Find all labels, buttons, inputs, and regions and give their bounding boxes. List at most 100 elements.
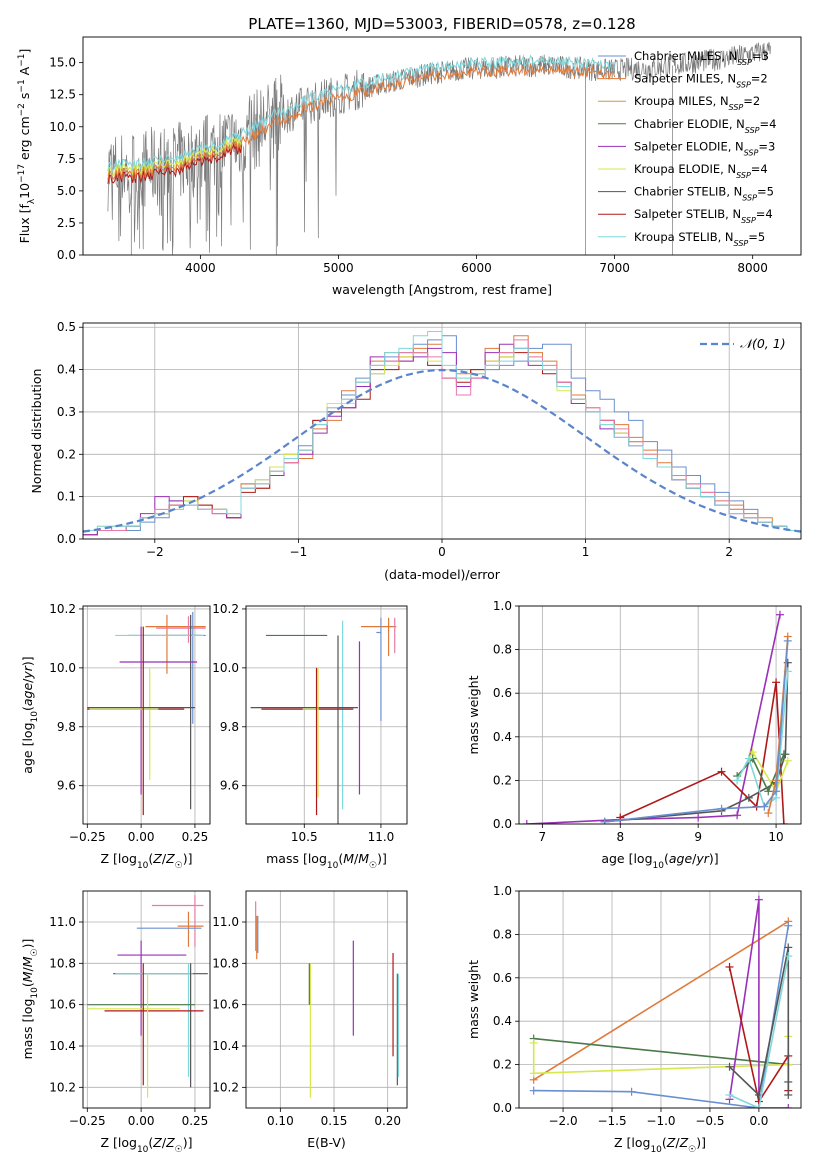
y-tick-label: 9.8 (220, 720, 239, 734)
label-part: 10 (30, 987, 40, 999)
label-part: mass [log (266, 851, 327, 866)
weight-marker (522, 820, 531, 824)
weight-marker (725, 962, 734, 971)
weight-line (729, 955, 790, 1108)
residuals-panel: −2 −1 0 1 2 0.0 0.1 0.2 0.3 0.4 0.5 𝒩(0, 1) (data-mo… (29, 320, 802, 582)
x-tick-label: 11.0 (368, 830, 395, 844)
legend-model: Kroupa MILES, N (634, 94, 729, 108)
legend-count: =4 (756, 207, 773, 221)
label-part: Z (152, 851, 162, 866)
legend-count: =5 (748, 230, 765, 244)
weight-marker (784, 952, 793, 961)
label-part: M (20, 971, 35, 982)
x-tick-label: −1.0 (646, 1114, 675, 1128)
y-tick-label: 2.5 (57, 216, 76, 230)
y-tick-label: 5.0 (57, 184, 76, 198)
x-tick-label: −0.25 (69, 1114, 106, 1128)
y-axis-label: age [log10(age/yr)] (20, 656, 40, 773)
label-part: )] (183, 851, 193, 866)
x-tick-label: 9 (694, 830, 702, 844)
legend-label: Chabrier STELIB, NSSP=5 (634, 185, 774, 203)
x-tick-label: −1 (290, 545, 308, 559)
label-part: Z [log (614, 1135, 650, 1150)
axes-frame (82, 322, 802, 540)
y-tick-label: 0.1 (57, 490, 76, 504)
x-axis-label: wavelength [Angstrom, rest frame] (332, 282, 552, 297)
weight-marker (733, 776, 742, 785)
weight-marker (784, 1104, 793, 1108)
weight-marker (529, 1038, 538, 1047)
weight-marker (725, 1090, 734, 1099)
label-part: 10 (30, 711, 40, 723)
label-part: 10 (137, 1145, 149, 1155)
y-axis-label: Normed distribution (29, 369, 44, 494)
age-vs-z-panel: −0.25 0.00 0.259.69.810.010.2Z [log10(Z/Z☉… (20, 602, 211, 871)
x-tick-label: 8 (616, 830, 624, 844)
label-part: age [log (601, 851, 652, 866)
label-part: A (17, 66, 32, 79)
x-tick-label: 5000 (323, 261, 354, 275)
legend-label: Kroupa MILES, NSSP=2 (634, 94, 760, 112)
weight-marker (784, 1090, 793, 1099)
legend-sub: SSP (745, 125, 760, 134)
legend-sub: SSP (736, 171, 751, 180)
weight-vs-z-panel: −2.0 −1.5 −1.0 −0.5 0.0 0.0 0.2 0.4 0.6 0.8 1.0 Z [… (466, 884, 802, 1155)
figure-title: PLATE=1360, MJD=53003, FIBERID=0578, z=0… (248, 15, 635, 33)
y-tick-label: 10.0 (49, 661, 76, 675)
weight-line (604, 662, 789, 823)
label-part: −1 (17, 54, 27, 67)
label-part: Z (152, 1135, 162, 1150)
x-tick-label: 4000 (185, 261, 216, 275)
weight-marker (783, 636, 792, 645)
y-tick-label: 0.0 (57, 248, 76, 262)
weight-marker (775, 610, 784, 619)
x-tick-label: −0.5 (695, 1114, 724, 1128)
label-part: / (692, 851, 697, 866)
legend-count: =2 (743, 94, 760, 108)
label-part: E(B-V) (307, 1135, 346, 1150)
plot-area (250, 617, 397, 824)
label-part: )] (696, 1135, 706, 1150)
weight-marker (529, 1069, 538, 1078)
label-part: / (162, 851, 167, 866)
label-part: −1 (17, 79, 27, 92)
legend-sub: SSP (741, 216, 756, 225)
plot-area (529, 895, 793, 1108)
x-tick-label: 6000 (461, 261, 492, 275)
y-tick-label: 9.8 (57, 720, 76, 734)
y-axis-label: mass weight (466, 960, 481, 1039)
y-tick-label: 0.0 (493, 817, 512, 831)
y-tick-label: 1.0 (493, 599, 512, 613)
x-tick-label: 7000 (599, 261, 630, 275)
label-part: Z (165, 851, 175, 866)
legend-sub: SSP (737, 58, 752, 67)
x-axis-label: E(B-V) (307, 1135, 346, 1150)
weight-marker (733, 811, 742, 820)
label-part: erg cm (17, 116, 32, 164)
error-bar (151, 895, 204, 947)
label-part: ( (338, 851, 343, 866)
weight-marker (694, 813, 703, 822)
weight-marker (754, 895, 763, 904)
y-tick-label: 15.0 (49, 56, 76, 70)
legend-model: Kroupa STELIB, N (634, 230, 734, 244)
legend-count: =5 (757, 185, 774, 199)
legend-count: =3 (758, 139, 775, 153)
axes-frame (518, 605, 802, 825)
legend-count: =4 (751, 162, 768, 176)
label-part: yr (20, 665, 35, 679)
label-part: / (20, 678, 35, 683)
y-tick-label: 0.4 (493, 1014, 512, 1028)
weight-marker (764, 809, 773, 818)
label-part: −2 (17, 103, 27, 116)
x-tick-label: −2 (146, 545, 164, 559)
y-tick-label: 0.6 (493, 971, 512, 985)
histogram-step (83, 339, 801, 539)
x-axis-label: age [log10(age/yr)] (601, 851, 718, 871)
legend-count: =2 (751, 72, 768, 86)
label-part: ☉ (369, 861, 377, 871)
label-part: / (354, 851, 359, 866)
y-tick-label: 9.6 (220, 779, 239, 793)
